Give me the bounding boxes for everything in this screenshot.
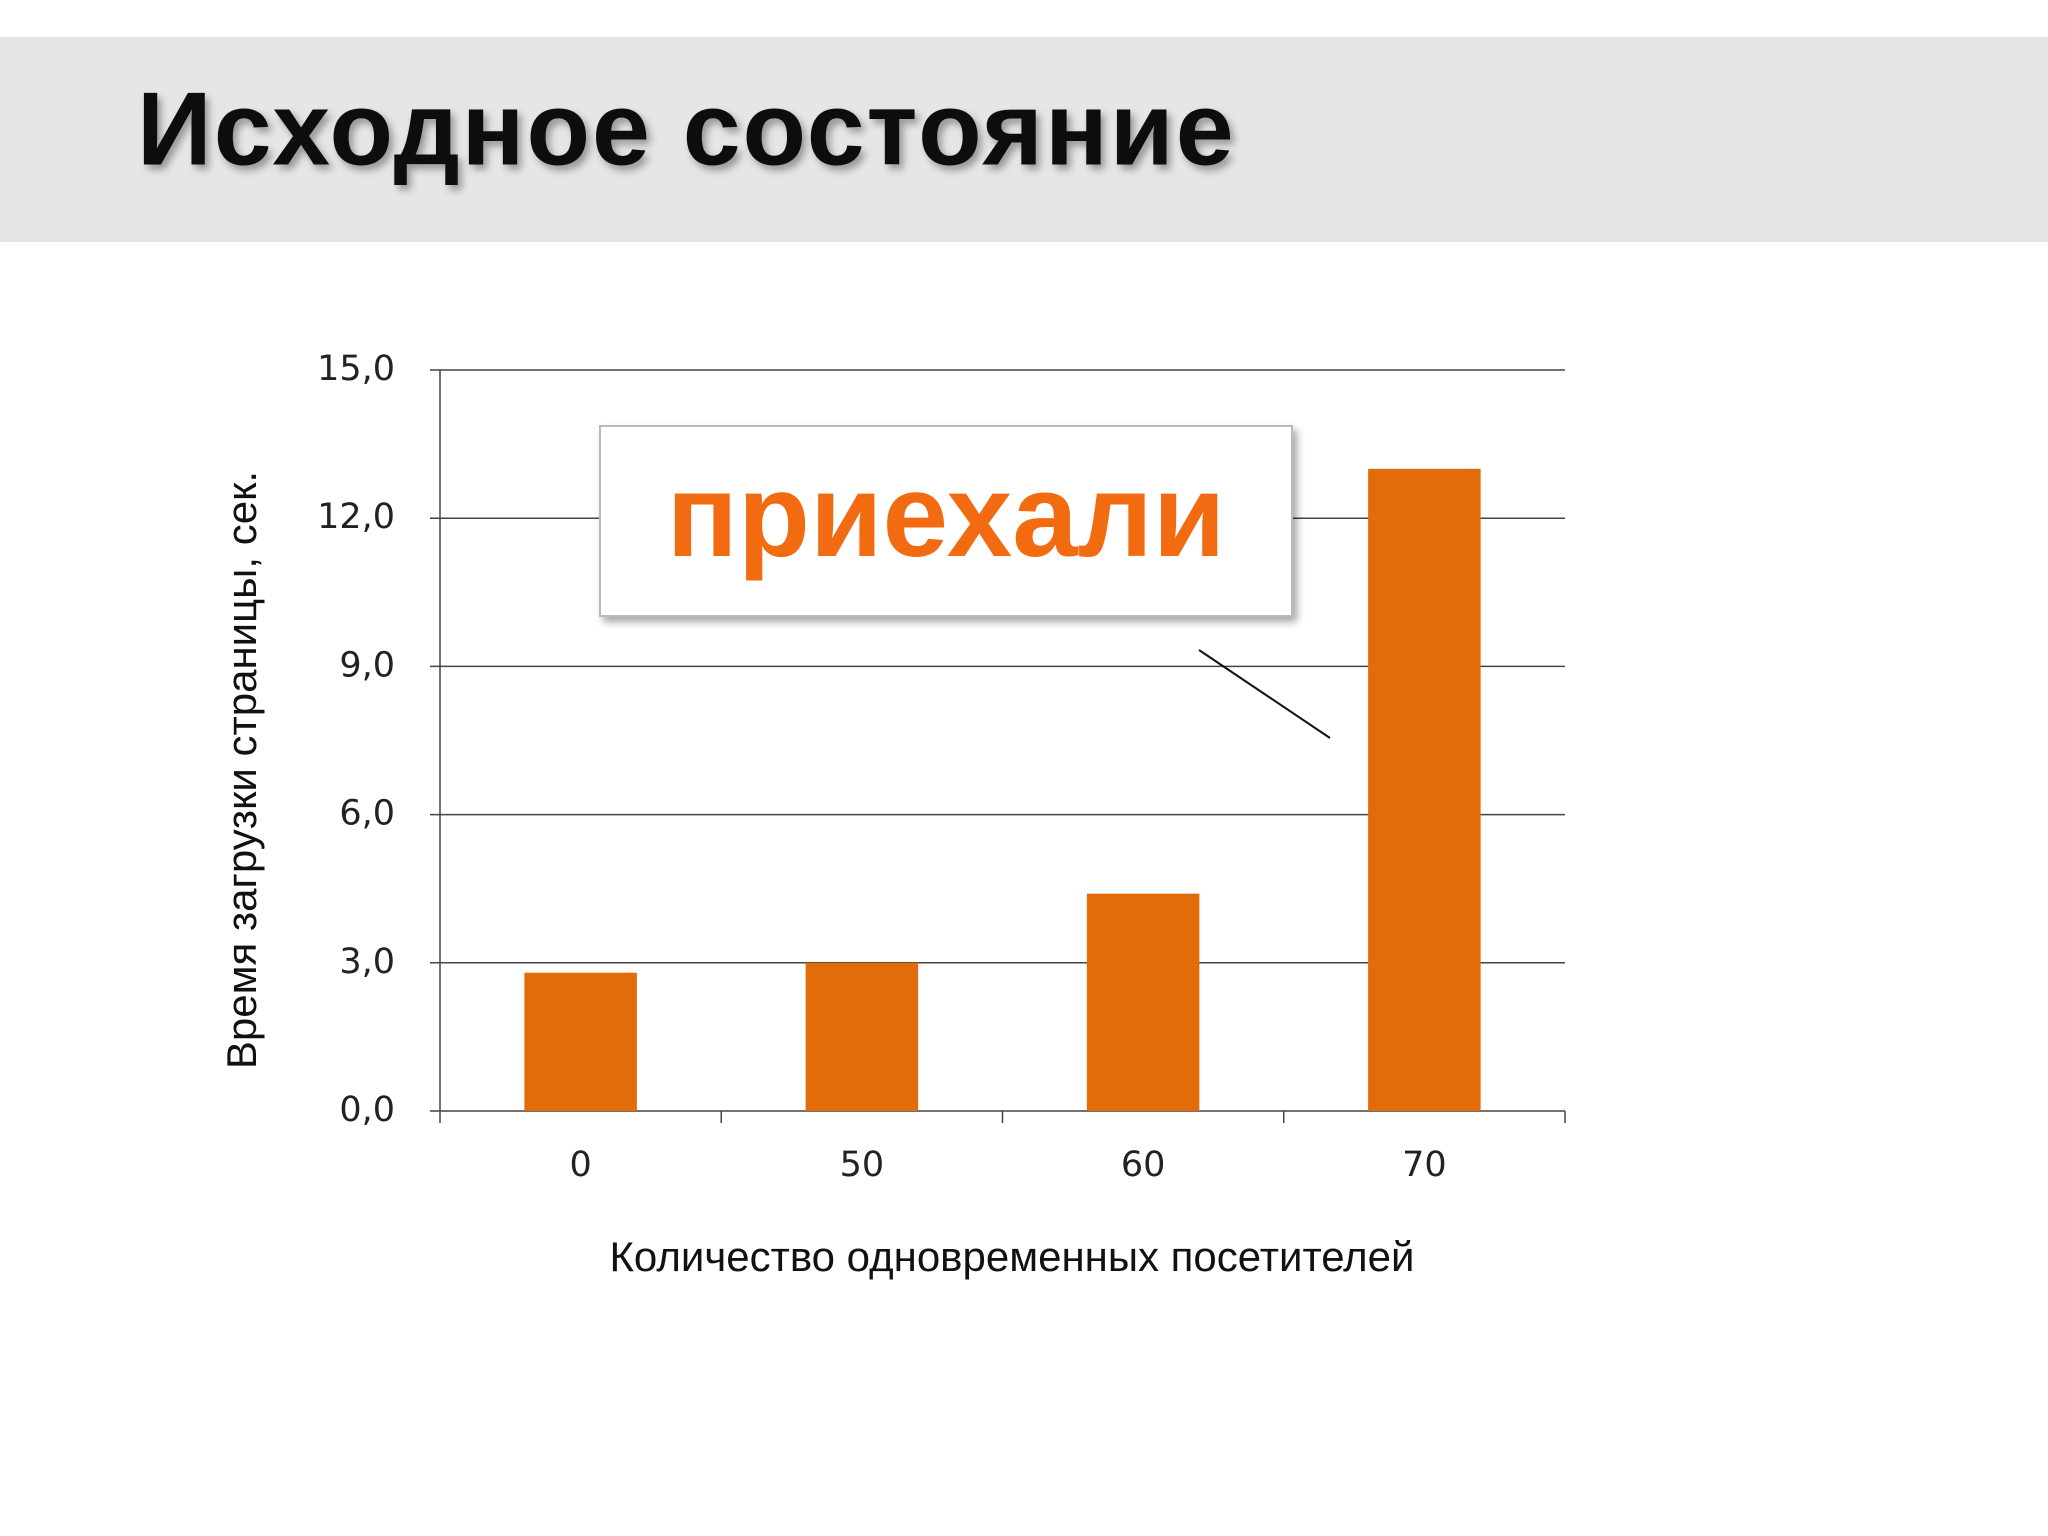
x-tick-label: 70 <box>1402 1145 1447 1185</box>
annotation-pointer <box>1198 649 1331 739</box>
slide-title: Исходное состояние <box>137 71 1236 187</box>
bar <box>524 972 637 1111</box>
y-tick-label: 3,0 <box>339 942 395 982</box>
bar <box>1086 893 1200 1111</box>
y-tick-label: 9,0 <box>339 645 395 685</box>
y-tick-label: 15,0 <box>317 349 395 389</box>
annotation-box <box>599 425 1293 617</box>
y-axis-title: Время загрузки страницы, сек. <box>218 471 265 1069</box>
x-tick-label: 50 <box>840 1145 885 1185</box>
plot: 0,0 3,0 6,0 9,0 12,0 15,0 0 50 60 70 <box>317 349 1566 1185</box>
x-tick-label: 60 <box>1121 1145 1166 1185</box>
y-tick-label: 0,0 <box>339 1090 395 1130</box>
x-axis-title: Количество одновременных посетителей <box>609 1233 1414 1280</box>
y-tick-label: 6,0 <box>339 794 395 834</box>
y-tick-label: 12,0 <box>317 497 395 537</box>
bar <box>805 962 919 1111</box>
annotation-text: приехали <box>667 450 1226 582</box>
bar <box>1368 468 1481 1111</box>
header-band <box>0 37 2048 242</box>
x-tick-label: 0 <box>569 1145 591 1185</box>
